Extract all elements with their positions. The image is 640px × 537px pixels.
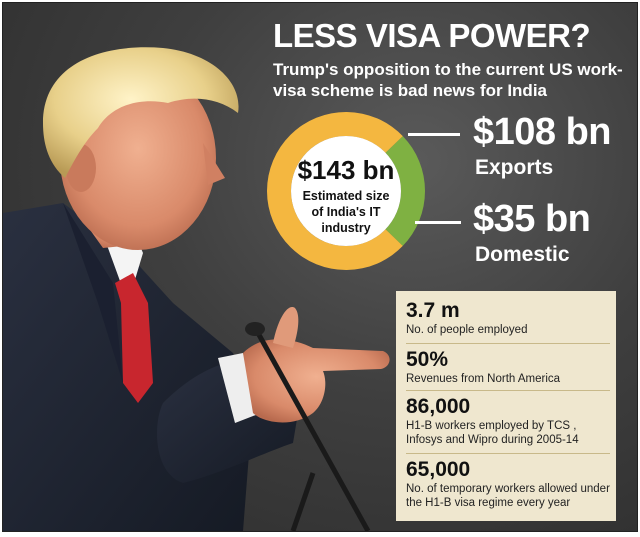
stat-value: 3.7 m [406, 299, 460, 322]
exports-label: Exports [475, 156, 554, 179]
total-value-label: $143 bn [297, 155, 395, 185]
donut-chart [267, 112, 425, 270]
stat-item: 3.7 m No. of people employed [406, 299, 610, 337]
domestic-value-label: $35 bn [473, 198, 591, 240]
exports-value-label: $108 bn [473, 111, 612, 153]
page-subtitle: Trump's opposition to the current US wor… [273, 60, 623, 100]
stat-divider [406, 453, 610, 454]
stat-divider [406, 390, 610, 391]
exports-leader-line [408, 133, 460, 136]
stat-value: 65,000 [406, 458, 471, 481]
speaker-photo [3, 47, 390, 531]
stat-value: 86,000 [406, 395, 471, 418]
stat-item: 50% Revenues from North America [406, 348, 610, 386]
domestic-leader-line [415, 221, 461, 224]
domestic-label: Domestic [475, 243, 570, 266]
total-description: Estimated size of India's IT industry [302, 189, 390, 235]
stat-description: H1-B workers employed by TCS , Infosys a… [406, 420, 579, 446]
stat-divider [406, 343, 610, 344]
stat-item: 65,000 No. of temporary workers allowed … [406, 458, 610, 510]
stat-value: 50% [406, 348, 449, 371]
stat-description: No. of people employed [406, 324, 528, 336]
donut-slice-domestic [385, 136, 425, 246]
page-title: LESS VISA POWER? [273, 17, 591, 54]
stats-panel: 3.7 m No. of people employed 50% Revenue… [396, 291, 616, 521]
stat-description: No. of temporary workers allowed under t… [406, 483, 610, 509]
donut-hole [291, 136, 401, 246]
stat-description: Revenues from North America [406, 373, 561, 385]
donut-slice-exports [267, 112, 403, 270]
stat-item: 86,000 H1-B workers employed by TCS , In… [406, 395, 610, 447]
